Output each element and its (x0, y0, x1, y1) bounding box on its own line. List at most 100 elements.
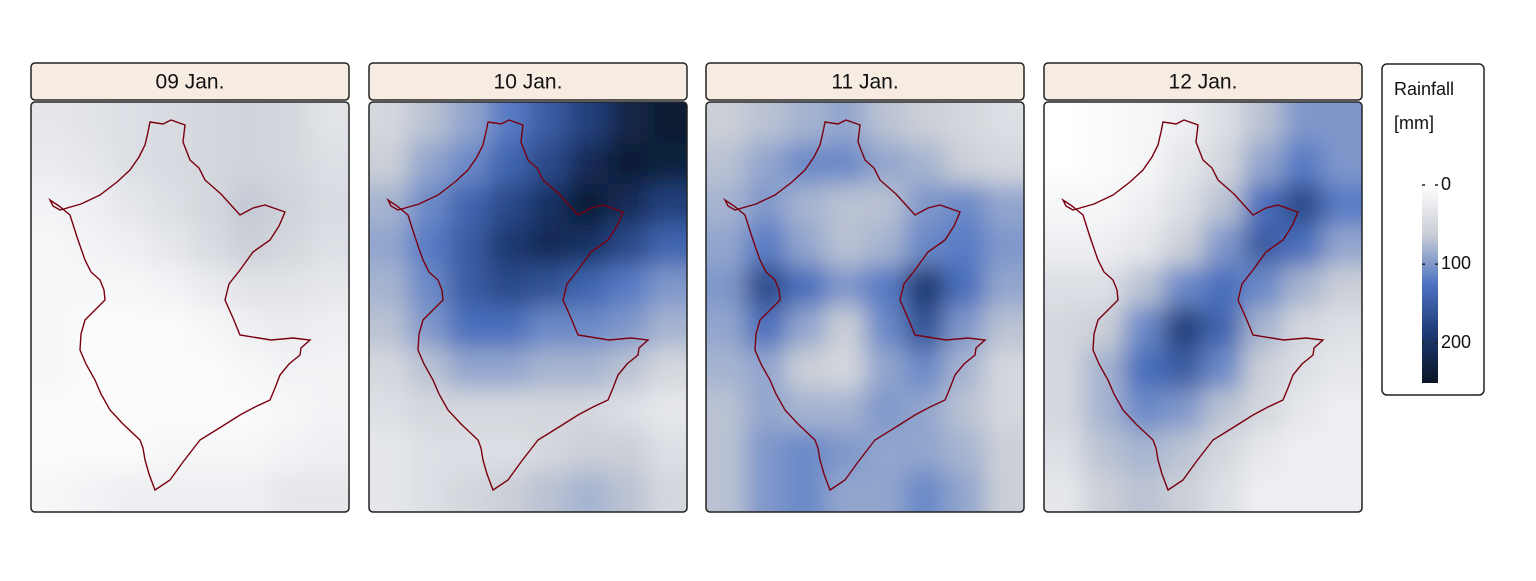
cell (785, 471, 827, 512)
cell (865, 307, 906, 349)
cell (1163, 266, 1204, 308)
cell (904, 102, 946, 144)
cell (984, 389, 1024, 431)
cell (70, 225, 112, 267)
cell (110, 348, 152, 390)
cell (785, 184, 827, 226)
cell (309, 430, 349, 472)
cell (528, 266, 569, 308)
cell (647, 348, 687, 390)
cell (528, 348, 569, 390)
cell (1282, 225, 1324, 267)
cell (984, 266, 1024, 308)
cell (607, 430, 649, 472)
cell (309, 143, 349, 185)
cell (110, 430, 152, 472)
cell (1044, 389, 1085, 431)
cell (309, 348, 349, 390)
cell (1044, 266, 1085, 308)
cell (984, 471, 1024, 512)
cell (269, 389, 311, 431)
cell (647, 307, 687, 349)
cell (488, 389, 529, 431)
cell (528, 102, 569, 144)
cell (448, 471, 490, 512)
cell (1322, 471, 1362, 512)
cell (944, 102, 986, 144)
cell (904, 266, 946, 308)
cell (269, 307, 311, 349)
strip (368, 62, 688, 101)
cell (528, 430, 569, 472)
panel-title: 10 Jan. (494, 71, 563, 94)
cell (1123, 102, 1165, 144)
raster (706, 102, 1024, 512)
cell (1203, 102, 1244, 144)
cell (70, 348, 112, 390)
cell (1163, 471, 1204, 512)
cell (369, 225, 410, 267)
cell (825, 430, 866, 472)
cell (150, 389, 191, 431)
cell (825, 266, 866, 308)
raster (31, 102, 349, 512)
cell (369, 266, 410, 308)
cell (528, 307, 569, 349)
cell (1123, 225, 1165, 267)
cell (269, 225, 311, 267)
cell (110, 389, 152, 431)
raster (369, 102, 687, 512)
cell (785, 348, 827, 390)
panel-border (368, 101, 688, 513)
cell (1123, 389, 1165, 431)
cell (1282, 102, 1324, 144)
cell (269, 471, 311, 512)
strip (705, 62, 1025, 101)
cell (1044, 430, 1085, 472)
cell (1322, 430, 1362, 472)
cell (1242, 266, 1284, 308)
cell (31, 348, 72, 390)
cell (706, 471, 747, 512)
cell (865, 102, 906, 144)
cell (269, 102, 311, 144)
cell (567, 266, 609, 308)
cell (1163, 225, 1204, 267)
colorbar (1422, 185, 1438, 383)
cell (31, 266, 72, 308)
cell (110, 184, 152, 226)
cell (1322, 102, 1362, 144)
cell (1203, 389, 1244, 431)
cell (31, 389, 72, 431)
cell (706, 143, 747, 185)
cell (309, 184, 349, 226)
cell (1044, 348, 1085, 390)
cell (1083, 389, 1125, 431)
cell (1044, 225, 1085, 267)
cell (528, 225, 569, 267)
cell (1123, 184, 1165, 226)
cell (647, 266, 687, 308)
cell (825, 389, 866, 431)
cell (944, 348, 986, 390)
cell (369, 143, 410, 185)
cell (31, 430, 72, 472)
cell (904, 225, 946, 267)
cell (825, 348, 866, 390)
cell (269, 430, 311, 472)
cell (567, 102, 609, 144)
cell (408, 389, 450, 431)
cell (190, 102, 231, 144)
cell (70, 430, 112, 472)
cell (110, 225, 152, 267)
cell (229, 102, 271, 144)
cell (785, 430, 827, 472)
cell (607, 102, 649, 144)
cell (1322, 348, 1362, 390)
cell (309, 471, 349, 512)
cell (1083, 143, 1125, 185)
cell (190, 471, 231, 512)
cell (607, 184, 649, 226)
cell (448, 102, 490, 144)
boundary (1061, 119, 1325, 492)
